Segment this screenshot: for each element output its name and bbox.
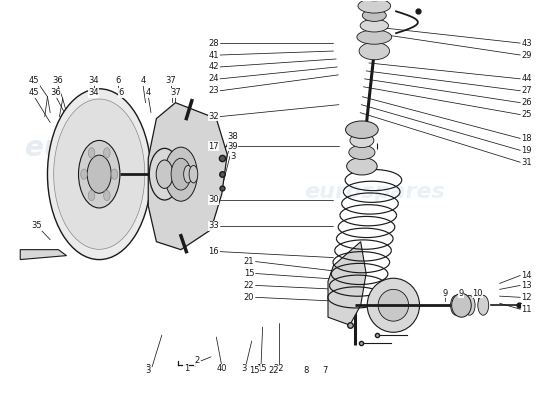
Ellipse shape	[350, 133, 374, 148]
Ellipse shape	[164, 147, 197, 201]
Text: 16: 16	[208, 247, 219, 256]
Ellipse shape	[452, 293, 471, 317]
Text: 15: 15	[256, 364, 266, 373]
Ellipse shape	[349, 145, 375, 160]
Polygon shape	[328, 242, 366, 325]
Ellipse shape	[47, 89, 151, 260]
Ellipse shape	[150, 148, 180, 200]
Ellipse shape	[367, 278, 420, 332]
Text: 34: 34	[89, 88, 99, 97]
Text: 1: 1	[184, 364, 189, 373]
Ellipse shape	[464, 295, 475, 315]
Ellipse shape	[89, 190, 95, 201]
Ellipse shape	[358, 0, 390, 13]
Ellipse shape	[345, 121, 378, 138]
Ellipse shape	[81, 169, 87, 179]
Text: 18: 18	[521, 134, 532, 143]
Text: 39: 39	[227, 142, 238, 151]
Polygon shape	[20, 250, 67, 260]
Text: 12: 12	[521, 293, 532, 302]
Ellipse shape	[87, 155, 111, 193]
Ellipse shape	[111, 169, 118, 179]
Text: 36: 36	[52, 76, 63, 85]
Text: 9: 9	[443, 289, 448, 298]
Ellipse shape	[189, 166, 198, 183]
Text: 28: 28	[208, 38, 219, 48]
Ellipse shape	[378, 289, 409, 321]
Ellipse shape	[103, 190, 110, 201]
Text: eurospares: eurospares	[304, 182, 444, 202]
Text: 44: 44	[521, 74, 532, 83]
Text: 27: 27	[521, 86, 532, 95]
Text: 36: 36	[50, 88, 61, 97]
Ellipse shape	[54, 99, 145, 249]
Text: 13: 13	[521, 281, 532, 290]
Ellipse shape	[357, 30, 392, 44]
Text: 7: 7	[323, 366, 328, 375]
Text: 22: 22	[268, 366, 279, 375]
Ellipse shape	[346, 158, 377, 175]
Ellipse shape	[450, 295, 461, 315]
Text: 3: 3	[146, 366, 151, 375]
Ellipse shape	[362, 10, 386, 22]
Text: 43: 43	[521, 38, 532, 48]
Text: 4: 4	[140, 76, 145, 85]
Text: 15: 15	[249, 366, 260, 375]
Ellipse shape	[89, 148, 95, 158]
Ellipse shape	[359, 42, 389, 60]
Text: 34: 34	[89, 76, 99, 85]
Text: 40: 40	[217, 364, 227, 373]
Text: 6: 6	[118, 88, 124, 97]
Text: 3: 3	[146, 364, 151, 373]
Text: 6: 6	[116, 76, 121, 85]
Ellipse shape	[184, 166, 192, 183]
Text: 4: 4	[146, 88, 151, 97]
Ellipse shape	[361, 0, 388, 1]
Text: 2: 2	[195, 356, 200, 365]
Text: eurospares: eurospares	[25, 134, 201, 162]
Ellipse shape	[478, 295, 489, 315]
Text: 15: 15	[244, 269, 254, 278]
Text: 29: 29	[521, 50, 532, 60]
Text: 31: 31	[521, 158, 532, 167]
Text: 25: 25	[521, 110, 532, 119]
Text: 24: 24	[208, 74, 219, 83]
Text: 11: 11	[521, 305, 532, 314]
Text: 17: 17	[208, 142, 219, 151]
Text: 3: 3	[241, 364, 246, 373]
Text: 37: 37	[170, 88, 181, 97]
Text: 45: 45	[29, 88, 39, 97]
Text: 21: 21	[244, 257, 254, 266]
Ellipse shape	[79, 140, 120, 208]
Text: 33: 33	[208, 221, 219, 230]
Text: 22: 22	[274, 364, 284, 373]
Text: 42: 42	[208, 62, 219, 72]
Text: 41: 41	[208, 50, 219, 60]
Ellipse shape	[171, 158, 191, 190]
Text: 35: 35	[31, 221, 42, 230]
Text: 23: 23	[208, 86, 219, 95]
Text: 14: 14	[521, 271, 532, 280]
Text: 19: 19	[521, 146, 532, 155]
Text: 30: 30	[208, 196, 219, 204]
Text: 9: 9	[459, 289, 464, 298]
Text: 10: 10	[472, 289, 483, 298]
Polygon shape	[148, 103, 227, 250]
Text: 3: 3	[230, 152, 235, 161]
Text: 22: 22	[244, 281, 254, 290]
Text: 32: 32	[208, 112, 219, 121]
Ellipse shape	[360, 19, 388, 32]
Text: 8: 8	[304, 366, 309, 375]
Ellipse shape	[156, 160, 173, 188]
Text: 26: 26	[521, 98, 532, 107]
Text: 45: 45	[29, 76, 39, 85]
Text: 37: 37	[166, 76, 177, 85]
Text: 38: 38	[227, 132, 238, 141]
Text: 20: 20	[244, 293, 254, 302]
Ellipse shape	[103, 148, 110, 158]
